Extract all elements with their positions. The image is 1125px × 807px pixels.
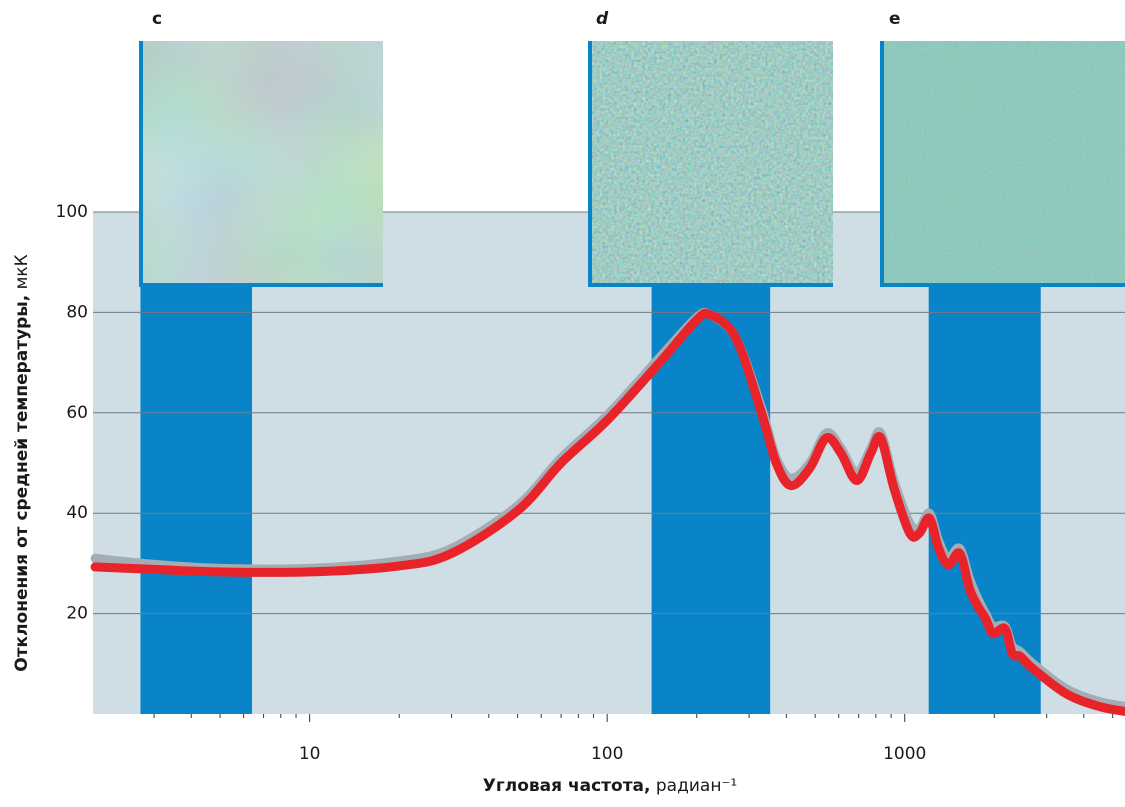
y-tick-label: 40 — [66, 503, 88, 523]
y-tick-label: 20 — [66, 604, 88, 624]
y-tick-label: 80 — [66, 302, 88, 322]
panel-image — [143, 41, 383, 283]
y-axis-label: Отклонения от средней температуры, мкК — [12, 254, 32, 672]
panel-label: e — [889, 9, 901, 29]
x-label-unit: радиан⁻¹ — [656, 776, 737, 796]
lines — [90, 307, 1125, 716]
x-label-bold: Угловая частота, — [483, 776, 651, 796]
bands — [140, 212, 1041, 714]
x-tick-label: 1000 — [883, 744, 926, 764]
panel-image — [592, 41, 833, 283]
band — [140, 212, 252, 714]
y-label-bold: Отклонения от средней температуры, — [12, 295, 32, 672]
panels: c d e — [139, 9, 1125, 287]
x-tick-label: 100 — [591, 744, 623, 764]
band — [651, 212, 771, 714]
x-tick-label: 10 — [299, 744, 321, 764]
panel-label: d — [596, 9, 609, 29]
y-tick-label: 100 — [56, 202, 88, 222]
x-axis-label: Угловая частота, радиан⁻¹ — [483, 776, 737, 796]
y-label-unit: мкК — [12, 254, 32, 289]
y-tick-label: 60 — [66, 403, 88, 423]
panel-label: c — [152, 9, 162, 29]
series-line — [90, 308, 1125, 716]
panel-image — [884, 41, 1125, 283]
band — [928, 212, 1041, 714]
